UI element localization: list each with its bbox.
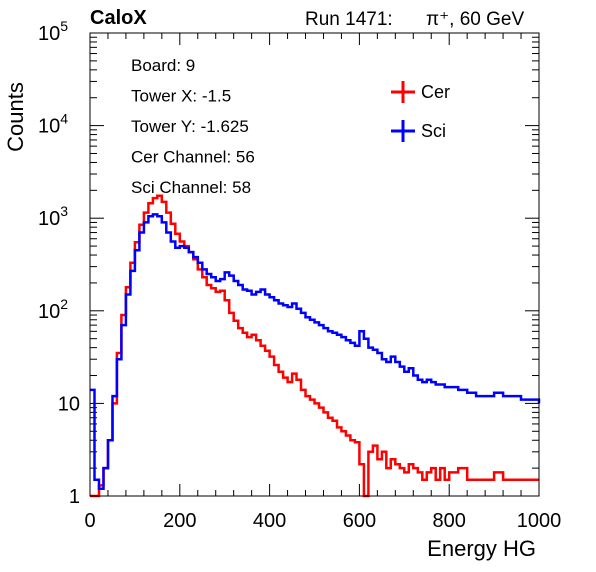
info-line: Sci Channel: 58 bbox=[131, 178, 251, 197]
series-cer-line bbox=[90, 194, 539, 498]
legend: Cer Sci bbox=[391, 81, 450, 142]
x-tick-label: 600 bbox=[343, 510, 376, 532]
legend-label-cer: Cer bbox=[421, 82, 450, 102]
info-line: Board: 9 bbox=[131, 56, 195, 75]
info-line: Cer Channel: 56 bbox=[131, 148, 255, 167]
y-tick-label: 102 bbox=[38, 296, 68, 323]
info-line: Tower X: -1.5 bbox=[131, 87, 231, 106]
x-axis-title: Energy HG bbox=[427, 536, 536, 561]
brand-label: CaloX bbox=[90, 7, 147, 29]
series-sci-line bbox=[90, 213, 541, 490]
axis-ticks bbox=[89, 33, 540, 497]
series-lines bbox=[90, 194, 541, 498]
run-label: Run 1471: bbox=[305, 9, 393, 30]
particle-label: π⁺, 60 GeV bbox=[426, 9, 524, 30]
x-tick-label: 800 bbox=[433, 510, 466, 532]
y-tick-label: 1 bbox=[69, 486, 80, 508]
plot-frame bbox=[89, 32, 540, 497]
info-panel: Board: 9 Tower X: -1.5 Tower Y: -1.625 Cer … bbox=[131, 56, 255, 197]
y-tick-label: 10 bbox=[58, 393, 80, 415]
x-tick-labels: 0 200 400 600 800 1000 bbox=[84, 510, 561, 532]
info-line: Tower Y: -1.625 bbox=[131, 117, 249, 136]
y-axis-title: Counts bbox=[3, 82, 28, 152]
y-tick-label: 105 bbox=[38, 18, 68, 45]
x-tick-label: 400 bbox=[253, 510, 286, 532]
x-tick-label: 200 bbox=[163, 510, 196, 532]
x-tick-label: 0 bbox=[84, 510, 95, 532]
y-tick-label: 104 bbox=[38, 111, 68, 138]
legend-label-sci: Sci bbox=[421, 121, 446, 141]
x-tick-label: 1000 bbox=[517, 510, 562, 532]
y-tick-labels: 1 10 102 103 104 105 bbox=[38, 18, 80, 508]
y-tick-label: 103 bbox=[38, 203, 68, 230]
